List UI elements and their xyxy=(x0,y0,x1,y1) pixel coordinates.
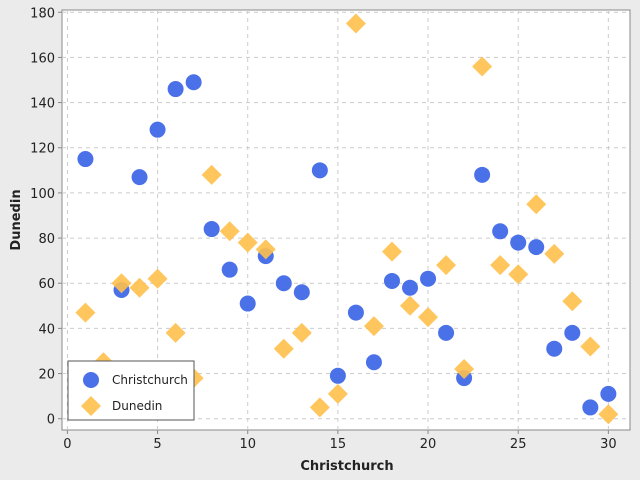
y-axis-title: Dunedin xyxy=(9,189,24,250)
christchurch-point xyxy=(383,272,400,289)
dunedin-point xyxy=(201,164,222,185)
dunedin-point xyxy=(291,322,312,343)
x-tick-label: 15 xyxy=(330,437,347,452)
christchurch-point xyxy=(474,166,491,183)
dunedin-point xyxy=(363,316,384,337)
dunedin-point xyxy=(327,383,348,404)
dunedin-point xyxy=(255,239,276,260)
dunedin-point xyxy=(490,255,511,276)
dunedin-point xyxy=(345,13,366,34)
plot-area xyxy=(61,9,631,431)
christchurch-point xyxy=(77,151,94,168)
christchurch-point xyxy=(131,169,148,186)
christchurch-point xyxy=(582,399,599,416)
dunedin-point xyxy=(165,322,186,343)
x-tick-label: 10 xyxy=(239,437,256,452)
dunedin-point xyxy=(508,264,529,285)
dunedin-point xyxy=(237,232,258,253)
legend-label-christchurch: Christchurch xyxy=(112,373,188,387)
dunedin-point xyxy=(75,302,96,323)
christchurch-point xyxy=(311,162,328,179)
christchurch-point xyxy=(293,284,310,301)
dunedin-point xyxy=(147,268,168,289)
dunedin-point xyxy=(436,255,457,276)
christchurch-point xyxy=(564,324,581,341)
dunedin-point xyxy=(129,277,150,298)
christchurch-point xyxy=(438,324,455,341)
y-tick-label: 80 xyxy=(38,232,55,247)
christchurch-point xyxy=(420,270,437,287)
christchurch-point xyxy=(275,275,292,292)
christchurch-point xyxy=(365,354,382,371)
axes: 0 5 10 15 20 25 30 0 20 40 60 80 100 120 140 160 180 xyxy=(30,6,616,452)
christchurch-point xyxy=(528,239,545,256)
x-axis-title: Christchurch xyxy=(300,459,393,474)
christchurch-point xyxy=(347,304,364,321)
dunedin-point xyxy=(580,336,601,357)
y-tick-label: 120 xyxy=(30,142,55,157)
christchurch-point xyxy=(329,367,346,384)
legend-label-dunedin: Dunedin xyxy=(112,399,162,413)
christchurch-point xyxy=(149,121,166,138)
legend-marker-christchurch xyxy=(83,372,99,388)
y-tick-label: 140 xyxy=(30,97,55,112)
dunedin-point xyxy=(219,221,240,242)
christchurch-point xyxy=(510,234,527,251)
dunedin-point xyxy=(418,307,439,328)
christchurch-point xyxy=(492,223,509,240)
x-tick-label: 20 xyxy=(420,437,437,452)
x-tick-label: 30 xyxy=(600,437,617,452)
y-tick-label: 20 xyxy=(38,368,55,383)
christchurch-point xyxy=(221,261,238,278)
dunedin-point xyxy=(562,291,583,312)
y-tick-label: 0 xyxy=(47,413,55,428)
christchurch-point xyxy=(402,279,419,296)
x-tick-label: 25 xyxy=(510,437,527,452)
dunedin-point xyxy=(400,295,421,316)
christchurch-point xyxy=(167,81,184,98)
x-tick-label: 5 xyxy=(153,437,161,452)
y-tick-label: 160 xyxy=(30,51,55,66)
x-tick-label: 0 xyxy=(63,437,71,452)
legend-marker-dunedin xyxy=(81,396,101,416)
dunedin-point xyxy=(309,397,330,418)
christchurch-point xyxy=(185,74,202,91)
christchurch-point xyxy=(600,385,617,402)
dunedin-point xyxy=(381,241,402,262)
christchurch-point xyxy=(239,295,256,312)
dunedin-point xyxy=(472,56,493,77)
dunedin-point xyxy=(544,243,565,264)
y-tick-label: 180 xyxy=(30,6,55,21)
y-tick-label: 100 xyxy=(30,187,55,202)
christchurch-point xyxy=(203,221,220,238)
grid-lines xyxy=(62,10,630,430)
dunedin-point xyxy=(526,194,547,215)
dunedin-point xyxy=(598,404,619,425)
y-tick-label: 60 xyxy=(38,277,55,292)
dunedin-point xyxy=(454,359,475,380)
christchurch-point xyxy=(546,340,563,357)
dunedin-point xyxy=(273,338,294,359)
data-points xyxy=(75,13,619,425)
legend: Christchurch Dunedin xyxy=(67,360,195,421)
dunedin-point xyxy=(111,273,132,294)
y-tick-label: 40 xyxy=(38,322,55,337)
